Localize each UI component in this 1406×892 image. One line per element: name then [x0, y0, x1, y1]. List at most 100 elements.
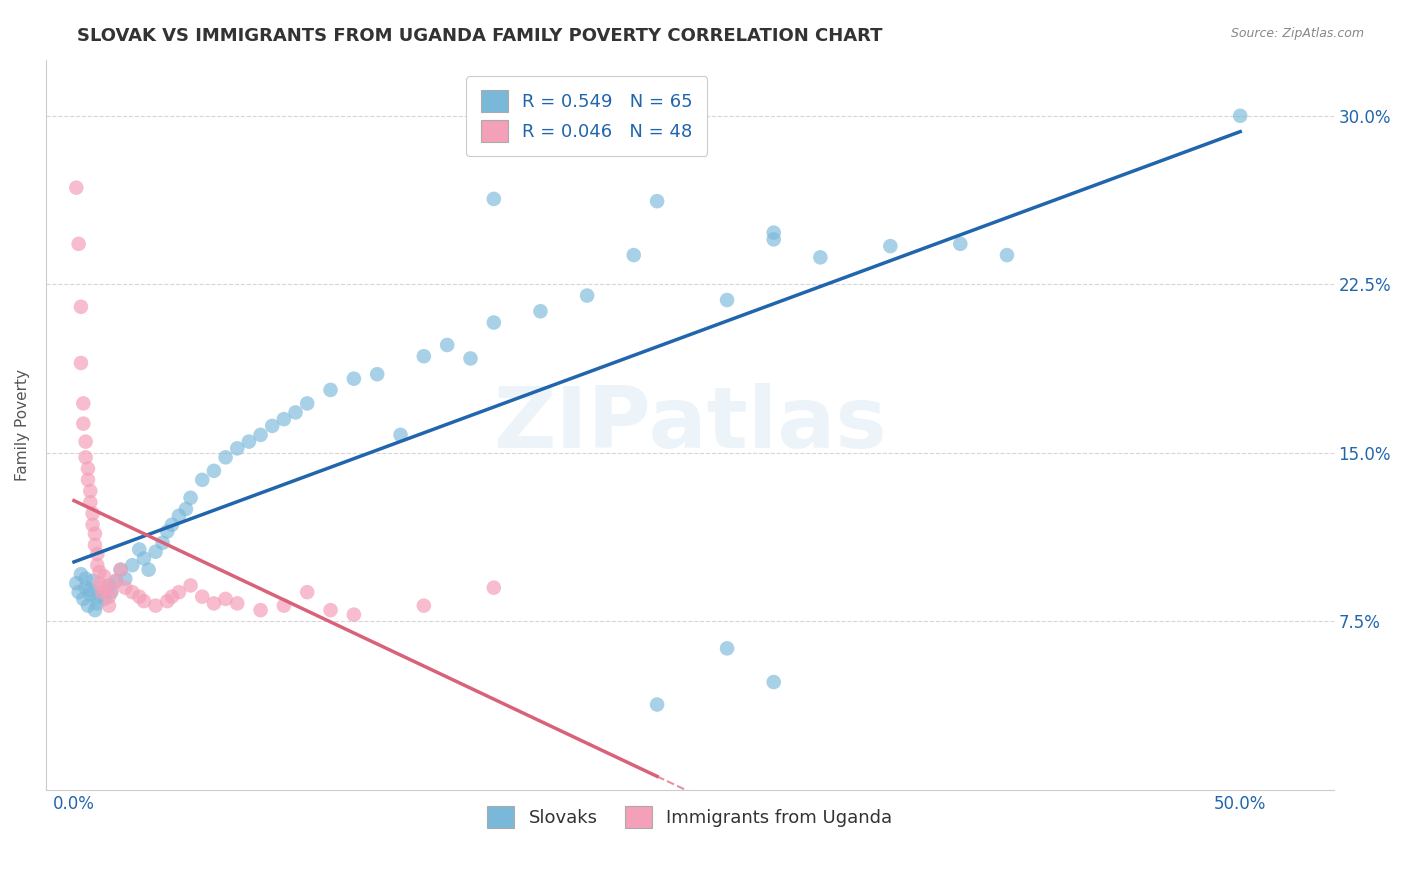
Point — [152, 535, 174, 549]
Point — [174, 502, 197, 516]
Point — [70, 300, 93, 314]
Point — [529, 304, 551, 318]
Point — [114, 581, 136, 595]
Point — [93, 581, 115, 595]
Point — [645, 698, 668, 712]
Point — [91, 585, 114, 599]
Point — [716, 641, 738, 656]
Point — [202, 464, 225, 478]
Point — [412, 349, 434, 363]
Point — [191, 590, 214, 604]
Point — [114, 572, 136, 586]
Point — [167, 508, 190, 523]
Point — [67, 585, 90, 599]
Point — [72, 591, 94, 606]
Point — [343, 372, 366, 386]
Point — [86, 590, 108, 604]
Point — [995, 248, 1018, 262]
Point — [70, 567, 93, 582]
Point — [77, 473, 100, 487]
Point — [121, 558, 143, 573]
Point — [65, 576, 87, 591]
Point — [319, 603, 342, 617]
Point — [576, 288, 599, 302]
Point — [86, 596, 108, 610]
Point — [82, 517, 104, 532]
Point — [366, 368, 388, 382]
Point — [949, 236, 972, 251]
Point — [84, 526, 107, 541]
Point — [1229, 109, 1251, 123]
Point — [91, 585, 114, 599]
Point — [214, 450, 236, 465]
Point — [93, 569, 115, 583]
Point — [623, 248, 645, 262]
Point — [808, 251, 831, 265]
Point — [82, 574, 104, 588]
Point — [75, 581, 97, 595]
Point — [160, 590, 183, 604]
Point — [460, 351, 482, 366]
Point — [167, 585, 190, 599]
Point — [226, 596, 249, 610]
Point — [75, 572, 97, 586]
Point — [145, 545, 167, 559]
Point — [70, 356, 93, 370]
Point — [86, 558, 108, 573]
Point — [180, 491, 202, 505]
Point — [77, 461, 100, 475]
Point — [145, 599, 167, 613]
Point — [762, 675, 785, 690]
Point — [762, 232, 785, 246]
Point — [436, 338, 458, 352]
Point — [100, 585, 122, 599]
Point — [202, 596, 225, 610]
Point — [97, 599, 120, 613]
Point — [72, 417, 94, 431]
Point — [160, 517, 183, 532]
Point — [249, 603, 271, 617]
Point — [762, 226, 785, 240]
Legend: Slovaks, Immigrants from Uganda: Slovaks, Immigrants from Uganda — [479, 799, 900, 836]
Point — [110, 563, 132, 577]
Point — [79, 495, 101, 509]
Point — [273, 412, 295, 426]
Point — [75, 450, 97, 465]
Point — [128, 590, 150, 604]
Point — [262, 418, 284, 433]
Point — [67, 236, 90, 251]
Point — [86, 547, 108, 561]
Point — [72, 396, 94, 410]
Point — [128, 542, 150, 557]
Point — [110, 563, 132, 577]
Point — [156, 594, 179, 608]
Point — [89, 565, 111, 579]
Point — [214, 591, 236, 606]
Point — [482, 192, 505, 206]
Point — [84, 538, 107, 552]
Text: Source: ZipAtlas.com: Source: ZipAtlas.com — [1230, 27, 1364, 40]
Point — [100, 582, 122, 597]
Point — [645, 194, 668, 209]
Point — [65, 180, 87, 194]
Y-axis label: Family Poverty: Family Poverty — [15, 368, 30, 481]
Point — [389, 428, 412, 442]
Text: SLOVAK VS IMMIGRANTS FROM UGANDA FAMILY POVERTY CORRELATION CHART: SLOVAK VS IMMIGRANTS FROM UGANDA FAMILY … — [77, 27, 883, 45]
Point — [84, 603, 107, 617]
Point — [191, 473, 214, 487]
Point — [79, 484, 101, 499]
Point — [104, 574, 127, 588]
Point — [343, 607, 366, 622]
Point — [89, 576, 111, 591]
Point — [284, 405, 307, 419]
Point — [79, 582, 101, 597]
Point — [121, 585, 143, 599]
Point — [138, 563, 160, 577]
Point — [97, 578, 120, 592]
Point — [156, 524, 179, 539]
Point — [482, 581, 505, 595]
Point — [226, 442, 249, 456]
Point — [93, 591, 115, 606]
Point — [75, 434, 97, 449]
Point — [249, 428, 271, 442]
